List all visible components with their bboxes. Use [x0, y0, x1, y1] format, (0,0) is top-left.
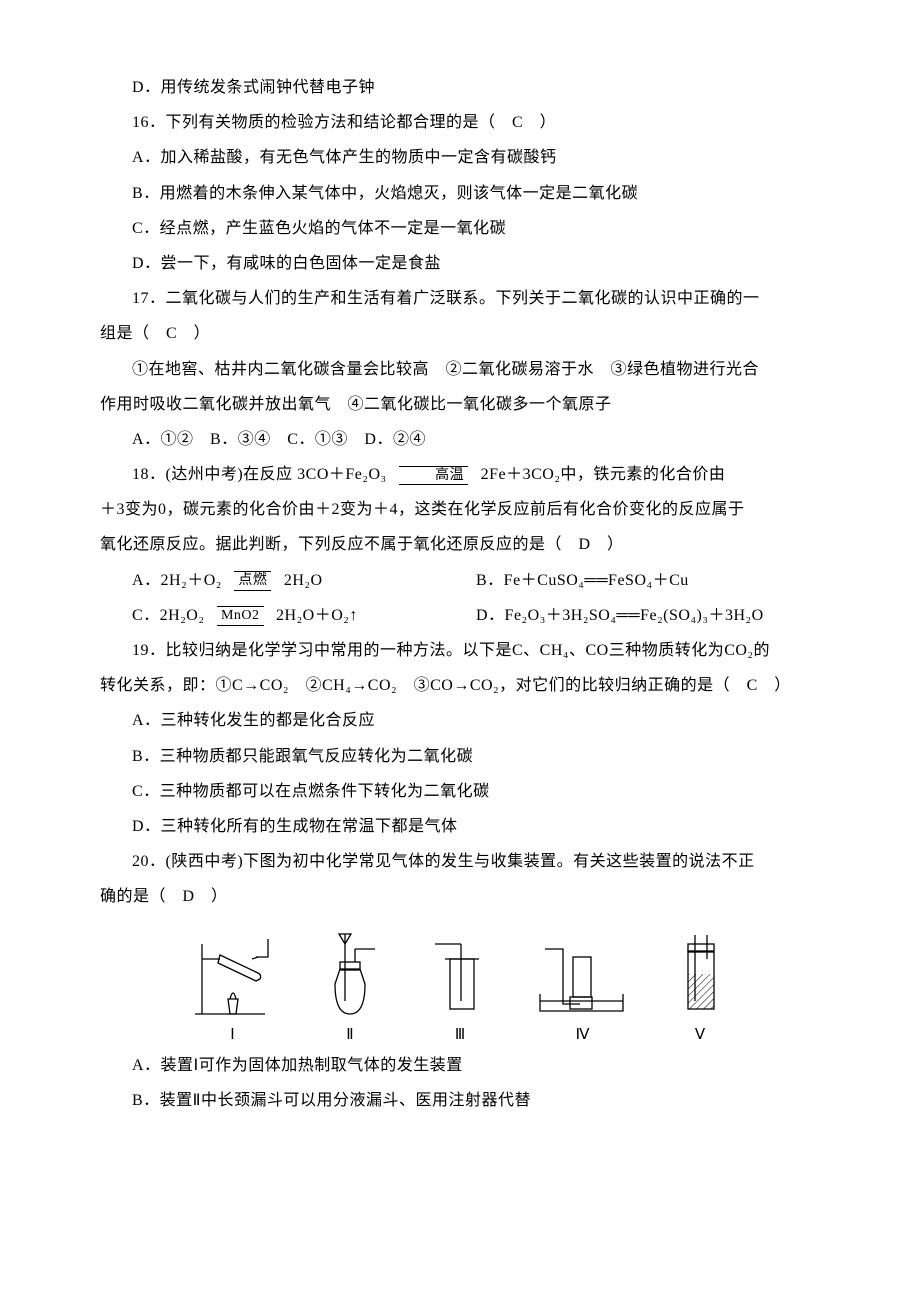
q18c-right: 2H₂O＋O₂↑ [276, 607, 358, 624]
q20-option-b: B．装置Ⅱ中长颈漏斗可以用分液漏斗、医用注射器代替 [100, 1083, 820, 1118]
apparatus-4: Ⅳ [535, 929, 630, 1044]
apparatus-2: Ⅱ [315, 929, 385, 1044]
apparatus-figure-row: Ⅰ Ⅱ [100, 929, 820, 1044]
q17-options: A．①② B．③④ C．①③ D．②④ [100, 422, 820, 457]
apparatus-1: Ⅰ [190, 929, 275, 1044]
question-19-line2: 转化关系，即：①C→CO₂ ②CH₄→CO₂ ③CO→CO₂，对它们的比较归纳正… [100, 668, 820, 703]
question-18-line2: ＋3变为0，碳元素的化合价由＋2变为＋4，这类在化学反应前后有化合价变化的反应属… [100, 492, 820, 527]
q16-option-d: D．尝一下，有咸味的白色固体一定是食盐 [100, 246, 820, 281]
apparatus-5-svg [670, 929, 730, 1019]
q18-option-a: A．2H₂＋O₂ 点燃 2H₂O [132, 563, 476, 598]
q16-option-a: A．加入稀盐酸，有无色气体产生的物质中一定含有碳酸钙 [100, 140, 820, 175]
caption-5: Ⅴ [695, 1025, 705, 1044]
apparatus-1-svg [190, 929, 275, 1019]
question-20-line2: 确的是（ D ） [100, 879, 820, 914]
reaction-condition-mno2: MnO2 [209, 604, 272, 627]
caption-4: Ⅳ [576, 1025, 590, 1044]
q18a-left: A．2H₂＋O₂ [132, 572, 222, 589]
caption-1: Ⅰ [230, 1025, 234, 1044]
apparatus-4-svg [535, 929, 630, 1019]
question-18-line1: 18．(达州中考)在反应 3CO＋Fe₂O₃ 高温 2Fe＋3CO₂中，铁元素的… [100, 457, 820, 492]
condition-text: 高温 [399, 466, 468, 485]
q18-row-cd: C．2H₂O₂ MnO2 2H₂O＋O₂↑ D．Fe₂O₃＋3H₂SO₄══Fe… [100, 598, 820, 633]
condition-text: 点燃 [234, 571, 271, 590]
caption-2: Ⅱ [346, 1025, 353, 1044]
q19-option-b: B．三种物质都只能跟氧气反应转化为二氧化碳 [100, 739, 820, 774]
apparatus-2-svg [315, 929, 385, 1019]
option-d-q15: D．用传统发条式闹钟代替电子钟 [100, 70, 820, 105]
q18-option-c: C．2H₂O₂ MnO2 2H₂O＋O₂↑ [132, 598, 476, 633]
q18-option-b: B．Fe＋CuSO₄══FeSO₄＋Cu [476, 563, 820, 598]
q18-suffix: 2Fe＋3CO₂中，铁元素的化合价由 [481, 466, 726, 483]
question-18-line3: 氧化还原反应。据此判断，下列反应不属于氧化还原反应的是（ D ） [100, 527, 820, 562]
apparatus-5: Ⅴ [670, 929, 730, 1044]
question-16: 16．下列有关物质的检验方法和结论都合理的是（ C ） [100, 105, 820, 140]
apparatus-3: Ⅲ [425, 929, 495, 1044]
reaction-condition-high-temp: 高温 [391, 464, 476, 487]
q16-option-b: B．用燃着的木条伸入某气体中，火焰熄灭，则该气体一定是二氧化碳 [100, 176, 820, 211]
question-20-line1: 20．(陕西中考)下图为初中化学常见气体的发生与收集装置。有关这些装置的说法不正 [100, 844, 820, 879]
q20-option-a: A．装置Ⅰ可作为固体加热制取气体的发生装置 [100, 1048, 820, 1083]
q18-option-d: D．Fe₂O₃＋3H₂SO₄══Fe₂(SO₄)₃＋3H₂O [476, 598, 820, 633]
q18-prefix: 18．(达州中考)在反应 3CO＋Fe₂O₃ [132, 466, 387, 483]
q18a-right: 2H₂O [284, 572, 323, 589]
q18c-left: C．2H₂O₂ [132, 607, 204, 624]
q17-choices-line2: 作用时吸收二氧化碳并放出氧气 ④二氧化碳比一氧化碳多一个氧原子 [100, 387, 820, 422]
caption-3: Ⅲ [455, 1025, 465, 1044]
q19-option-c: C．三种物质都可以在点燃条件下转化为二氧化碳 [100, 774, 820, 809]
apparatus-3-svg [425, 929, 495, 1019]
q16-option-c: C．经点燃，产生蓝色火焰的气体不一定是一氧化碳 [100, 211, 820, 246]
q19-option-d: D．三种转化所有的生成物在常温下都是气体 [100, 809, 820, 844]
q19-option-a: A．三种转化发生的都是化合反应 [100, 703, 820, 738]
question-17-line2: 组是（ C ） [100, 316, 820, 351]
question-19-line1: 19．比较归纳是化学学习中常用的一种方法。以下是C、CH₄、CO三种物质转化为C… [100, 633, 820, 668]
question-17-line1: 17．二氧化碳与人们的生产和生活有着广泛联系。下列关于二氧化碳的认识中正确的一 [100, 281, 820, 316]
reaction-condition-ignite: 点燃 [226, 569, 279, 592]
q17-choices-line1: ①在地窖、枯井内二氧化碳含量会比较高 ②二氧化碳易溶于水 ③绿色植物进行光合 [100, 352, 820, 387]
q18-row-ab: A．2H₂＋O₂ 点燃 2H₂O B．Fe＋CuSO₄══FeSO₄＋Cu [100, 563, 820, 598]
condition-text: MnO2 [217, 606, 264, 625]
